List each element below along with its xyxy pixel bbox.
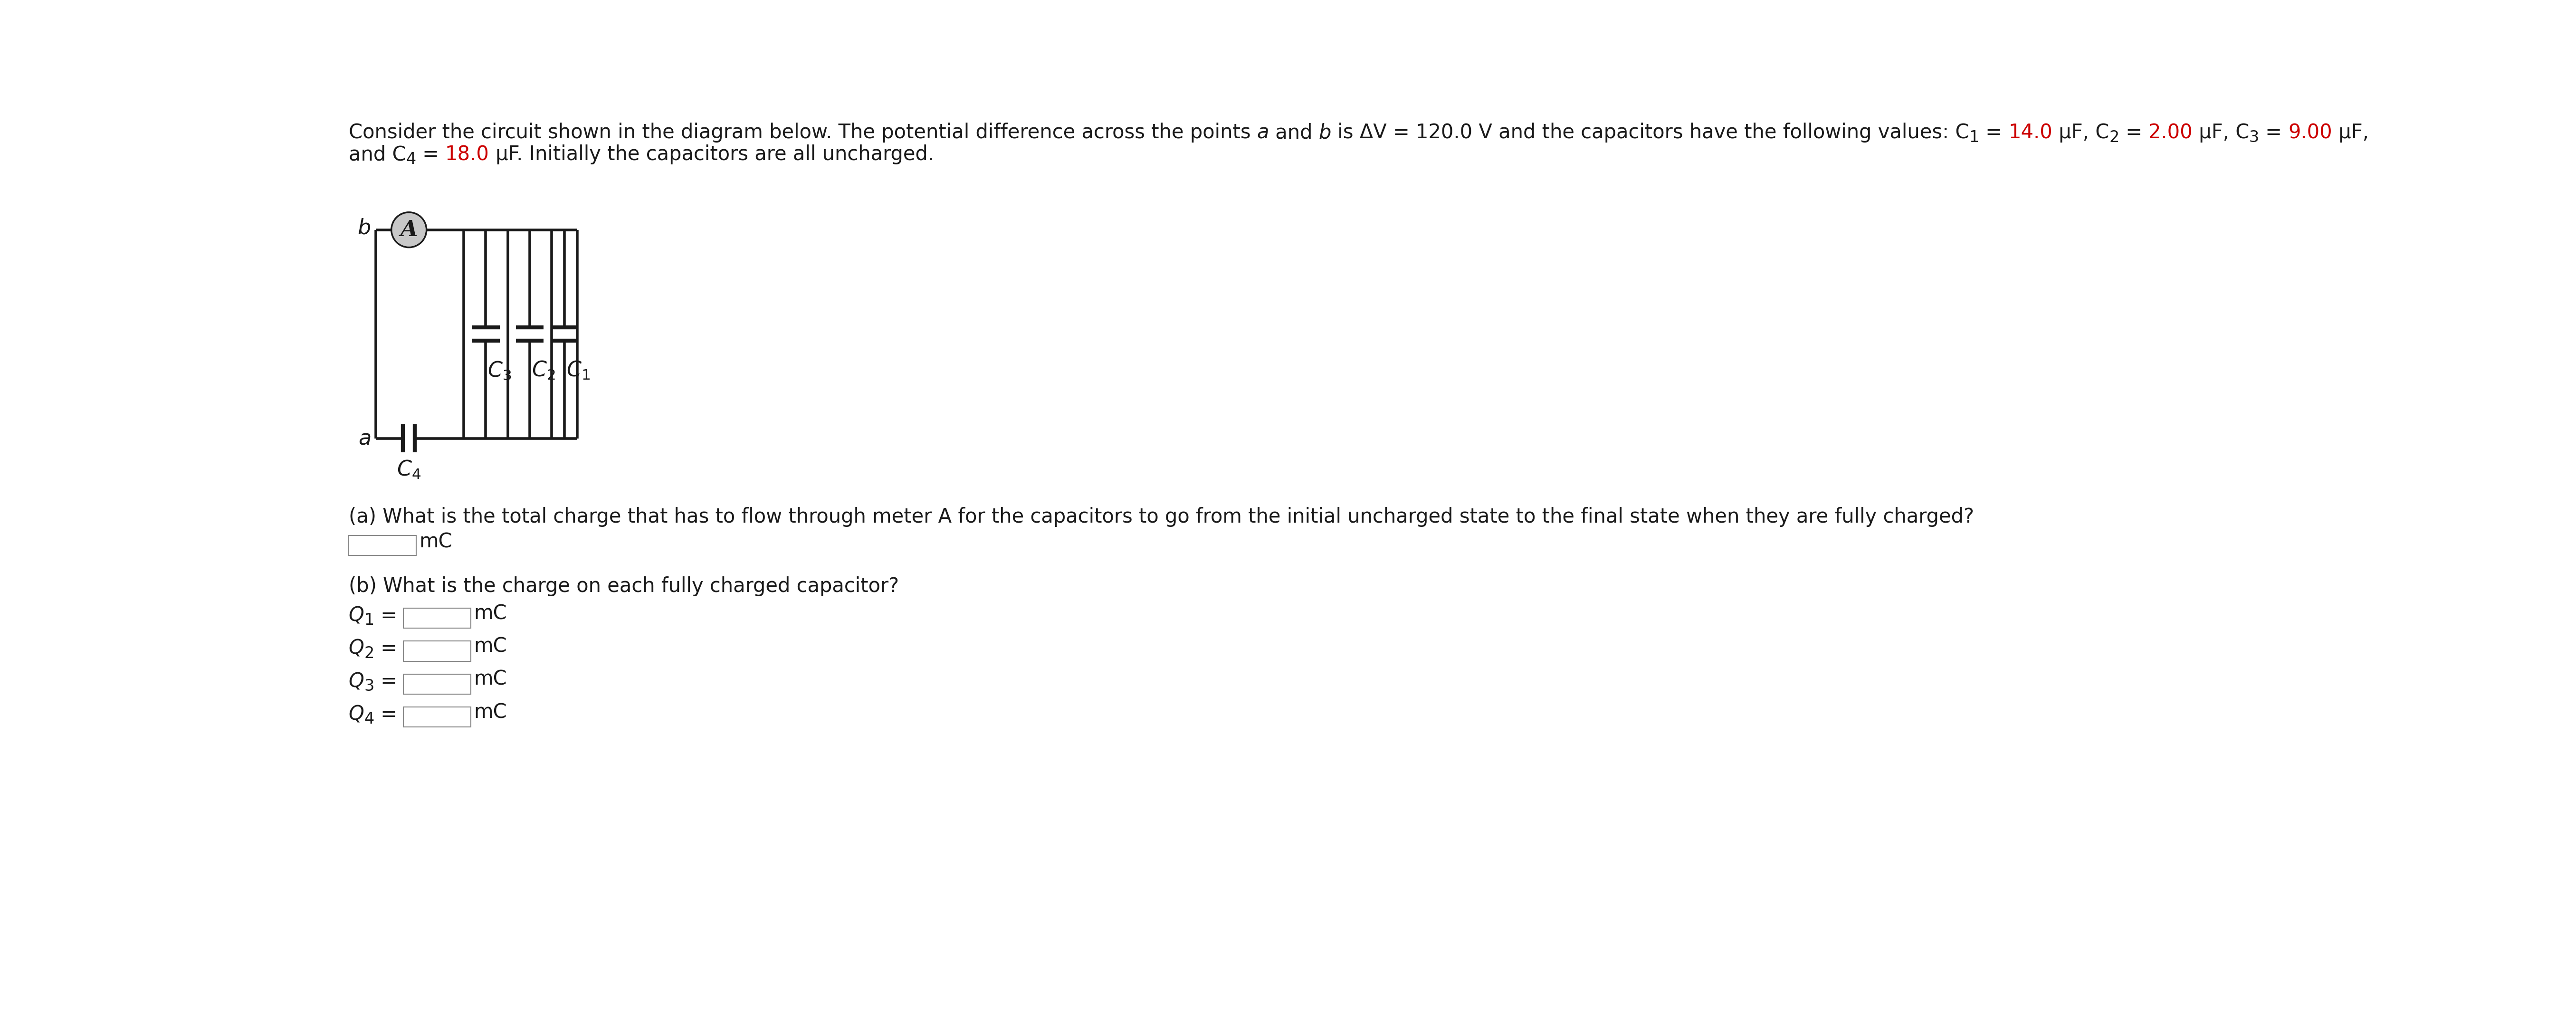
Text: 1: 1 xyxy=(1968,130,1978,145)
Text: a: a xyxy=(1257,123,1270,142)
Text: Q: Q xyxy=(348,605,363,626)
Text: 1: 1 xyxy=(363,612,374,628)
Text: 2: 2 xyxy=(363,645,374,661)
Text: mC: mC xyxy=(474,636,507,657)
Text: μF,: μF, xyxy=(2331,123,2370,142)
FancyBboxPatch shape xyxy=(404,608,471,628)
FancyBboxPatch shape xyxy=(404,707,471,727)
Text: $b$: $b$ xyxy=(358,218,371,238)
Circle shape xyxy=(392,212,428,247)
Text: μF. Initially the capacitors are all uncharged.: μF. Initially the capacitors are all unc… xyxy=(489,144,935,165)
Text: =: = xyxy=(374,704,404,725)
Text: mC: mC xyxy=(420,532,453,552)
Text: =: = xyxy=(374,671,404,692)
Text: Q: Q xyxy=(348,638,363,659)
Text: 3: 3 xyxy=(2249,130,2259,145)
Text: 14.0: 14.0 xyxy=(2009,123,2053,142)
Text: 18.0: 18.0 xyxy=(446,144,489,165)
Text: mC: mC xyxy=(474,702,507,723)
Text: $C_1$: $C_1$ xyxy=(567,360,590,381)
Text: =: = xyxy=(1978,123,2009,142)
FancyBboxPatch shape xyxy=(404,641,471,661)
Text: 2.00: 2.00 xyxy=(2148,123,2192,142)
Text: 3: 3 xyxy=(363,678,374,694)
Text: μF, C: μF, C xyxy=(2192,123,2249,142)
Text: and C: and C xyxy=(348,144,407,165)
Text: Q: Q xyxy=(348,671,363,692)
Text: (a) What is the total charge that has to flow through meter A for the capacitors: (a) What is the total charge that has to… xyxy=(348,507,1973,527)
Text: $a$: $a$ xyxy=(358,428,371,448)
FancyBboxPatch shape xyxy=(348,535,417,556)
Text: =: = xyxy=(2259,123,2287,142)
Text: $C_2$: $C_2$ xyxy=(531,360,554,381)
FancyBboxPatch shape xyxy=(404,674,471,694)
Text: b: b xyxy=(1319,123,1332,142)
Text: =: = xyxy=(415,144,446,165)
Text: 4: 4 xyxy=(407,152,415,167)
Text: and: and xyxy=(1270,123,1319,142)
Text: 2: 2 xyxy=(2110,130,2120,145)
Text: μF, C: μF, C xyxy=(2053,123,2110,142)
Text: 9.00: 9.00 xyxy=(2287,123,2331,142)
Text: is ΔV = 120.0 V and the capacitors have the following values: C: is ΔV = 120.0 V and the capacitors have … xyxy=(1332,123,1968,142)
Text: =: = xyxy=(374,638,404,659)
Text: $C_4$: $C_4$ xyxy=(397,459,420,480)
Text: (b) What is the charge on each fully charged capacitor?: (b) What is the charge on each fully cha… xyxy=(348,576,899,596)
Text: Q: Q xyxy=(348,704,363,725)
Text: $C_3$: $C_3$ xyxy=(487,360,513,380)
Text: Consider the circuit shown in the diagram below. The potential difference across: Consider the circuit shown in the diagra… xyxy=(348,123,1257,142)
Text: mC: mC xyxy=(474,603,507,624)
Text: A: A xyxy=(399,219,417,241)
Text: 4: 4 xyxy=(363,711,374,727)
Text: =: = xyxy=(2120,123,2148,142)
Text: mC: mC xyxy=(474,669,507,690)
Text: =: = xyxy=(374,605,404,626)
